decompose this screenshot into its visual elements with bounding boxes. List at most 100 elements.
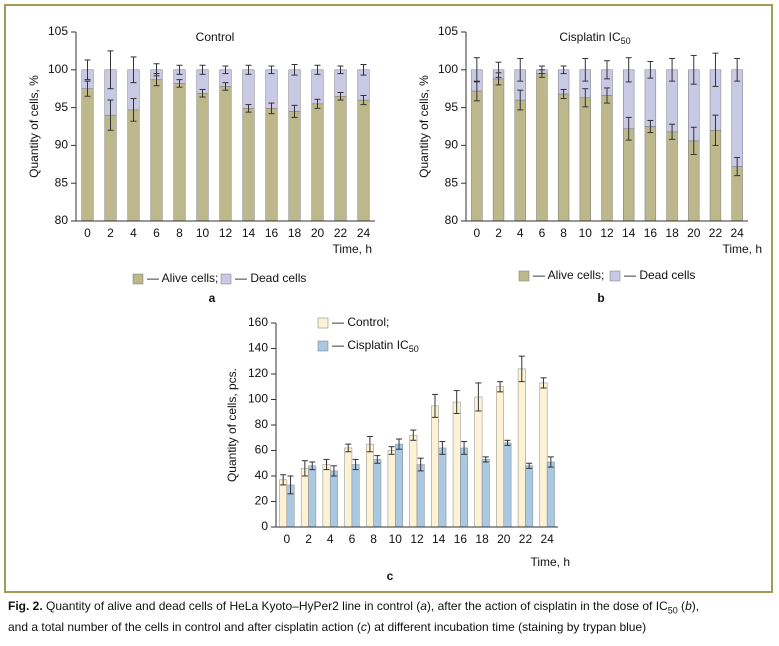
bar [416,464,425,528]
error-bar [712,52,719,87]
error-bar [669,57,676,82]
x-tick-label: 0 [474,226,481,240]
bar-segment [288,111,301,222]
legend-label: — Dead cells [235,271,306,285]
bar-segment [623,128,635,222]
legend-swatch [317,340,329,352]
error-bar [176,79,183,88]
x-tick-label: 8 [176,226,183,240]
chart-title: Control [196,30,235,44]
bar [431,405,439,528]
error-bar [352,458,359,471]
bar-segment [536,73,548,222]
y-tick-label: 80 [255,417,269,431]
legend-label: — Alive cells; [533,268,604,282]
error-bar [360,64,367,76]
bar [373,459,382,528]
x-tick-label: 4 [517,226,524,240]
error-bar [107,50,114,90]
y-tick-label: 160 [248,315,268,329]
legend-label-subscript: 50 [409,344,419,354]
error-bar [582,88,589,108]
bar [300,468,309,528]
x-tick-label: 6 [349,532,356,546]
legend-label: — Dead cells [624,268,695,282]
error-bar [517,89,524,111]
error-bar [647,60,654,79]
x-tick-label: 12 [219,226,233,240]
caption-text: Quantity of alive and dead cells of HeLa… [42,599,421,613]
x-tick-label: 16 [265,226,279,240]
panel-label: a [209,291,216,305]
error-bar [280,474,287,486]
caption-text: ), [691,599,700,613]
bar-segment [127,109,140,222]
bar [344,447,353,528]
bar [539,382,548,528]
legend-label-main: — Dead cells [235,271,306,285]
error-bar [360,95,367,106]
x-tick-label: 8 [560,226,567,240]
bar-segment [81,88,94,222]
legend-swatch [317,317,329,329]
bar [279,479,288,528]
error-bar [268,65,275,75]
panel-label: c [387,569,394,583]
y-tick-label: 90 [55,138,69,152]
x-tick-label: 20 [497,532,511,546]
error-bar [497,381,504,393]
error-bar [604,87,610,104]
legend-swatch [609,270,621,282]
x-tick-label: 14 [432,532,446,546]
x-tick-label: 0 [284,532,291,546]
error-bar [669,123,676,140]
caption-text: and a total number of the cells in contr… [8,620,361,635]
bar-segment [265,108,278,222]
error-bar [388,446,395,455]
bar [525,465,534,528]
x-tick-label: 4 [130,226,137,240]
error-bar [337,65,344,75]
legend-swatch [132,273,144,285]
caption-text: b [685,599,692,613]
bar [460,447,469,528]
bar-segment [311,103,324,222]
x-tick-label: 14 [242,226,256,240]
error-bar [337,91,344,101]
error-bar [176,64,183,75]
chart-title-subscript: 50 [621,36,631,46]
error-bar [222,65,229,75]
x-tick-label: 14 [622,226,636,240]
legend-label-main: — Dead cells [624,268,695,282]
x-tick-label: 16 [644,226,658,240]
error-bar [690,126,697,155]
x-tick-label: 18 [665,226,679,240]
bar [517,368,526,528]
bar [503,442,512,528]
error-bar [734,57,741,82]
legend-label: — Cisplatin IC50 [332,338,419,354]
y-tick-label: 60 [255,443,269,457]
bar-segment [196,92,209,222]
chart-title-main: Control [196,30,235,44]
y-tick-label: 80 [55,213,69,227]
error-bar [107,99,114,131]
bar [438,447,447,528]
x-tick-label: 16 [454,532,468,546]
x-tick-label: 0 [84,226,91,240]
bar [387,450,396,528]
error-bar [345,443,352,453]
x-tick-label: 22 [519,532,533,546]
y-tick-label: 20 [255,494,269,508]
y-tick-label: 140 [248,341,268,355]
bar-segment [219,86,232,222]
error-bar [291,64,298,76]
legend-label-main: — Cisplatin IC [332,338,409,352]
x-tick-label: 22 [334,226,348,240]
bar-segment [173,83,186,222]
error-bar [199,88,206,98]
y-tick-label: 100 [48,62,68,76]
error-bar [84,80,91,97]
